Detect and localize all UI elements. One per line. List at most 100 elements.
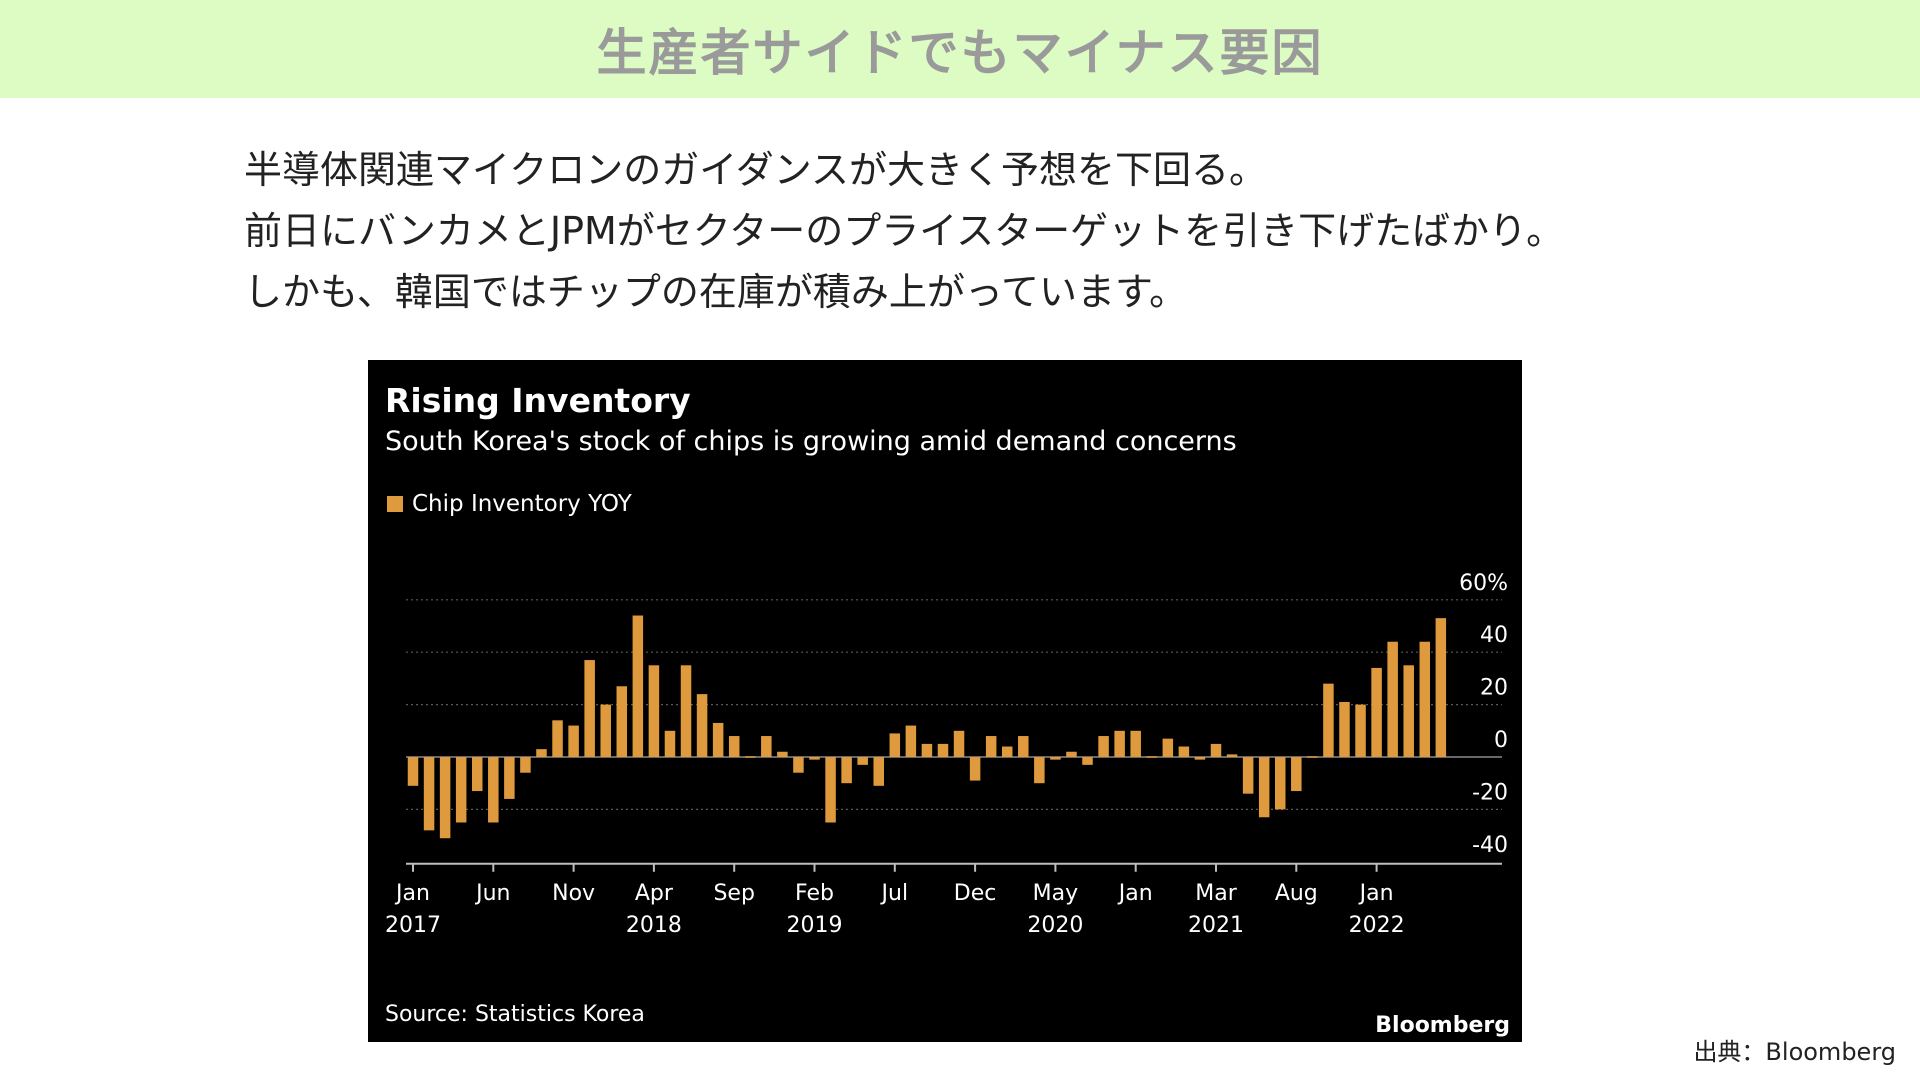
x-tick-year-label: 2019 [787, 913, 843, 938]
bar [1403, 665, 1414, 757]
bar [761, 736, 772, 757]
inventory-chart: Rising Inventory South Korea's stock of … [385, 381, 1510, 1038]
bar [921, 743, 933, 757]
bar [1034, 757, 1045, 784]
bar [664, 730, 676, 757]
bar [809, 757, 820, 760]
bar [969, 757, 981, 781]
x-tick-year-label: 2017 [385, 913, 441, 938]
bar [536, 749, 547, 757]
x-tick-year-label: 2020 [1027, 913, 1083, 938]
bar [439, 757, 451, 839]
y-tick-label: 40 [1480, 623, 1508, 648]
bar [777, 751, 788, 757]
legend-swatch [387, 496, 403, 512]
bar [905, 725, 917, 757]
body-text: 半導体関連マイクロンのガイダンスが大きく予想を下回る。 前日にバンカメとJPMが… [244, 140, 1744, 323]
bar [552, 720, 563, 757]
bar [1130, 730, 1141, 757]
bar [680, 665, 692, 757]
bar [728, 736, 740, 757]
axis-layer: 60% 40 20 0 -20 -40 Jan 2017 Jun Nov Apr 2018 Sep Feb… [385, 571, 1508, 938]
y-tick-label: 60% [1459, 571, 1508, 596]
x-tick-label: Nov [552, 881, 595, 906]
bar [407, 757, 419, 786]
bar [937, 743, 949, 757]
x-tick-label: Jan [1117, 881, 1153, 906]
slide-header: 生産者サイドでもマイナス要因 [0, 0, 1920, 98]
body-line-3: しかも、韓国ではチップの在庫が積み上がっています。 [244, 270, 1188, 314]
chart-subtitle: South Korea's stock of chips is growing … [385, 426, 1237, 457]
bar [1114, 730, 1125, 757]
bar [873, 757, 884, 786]
bar [953, 730, 965, 757]
source-credit: 出典：Bloomberg [1693, 1038, 1896, 1066]
x-tick-year-label: 2021 [1188, 913, 1244, 938]
chart-panel: Rising Inventory South Korea's stock of … [368, 360, 1522, 1042]
x-tick-label: Jan [1358, 881, 1394, 906]
bar [1018, 736, 1029, 757]
bloomberg-logo: Bloomberg [1375, 1013, 1510, 1038]
bar [504, 757, 515, 799]
bar [841, 757, 852, 784]
bar [471, 757, 483, 792]
bar [1355, 704, 1366, 757]
y-tick-label: 20 [1480, 676, 1508, 701]
y-tick-label: -40 [1472, 833, 1508, 858]
y-tick-label: -20 [1472, 780, 1508, 805]
x-tick-label: Aug [1275, 881, 1318, 906]
grid-layer [406, 599, 1502, 810]
x-tick-label: Jun [474, 881, 510, 906]
x-tick-label: Sep [713, 881, 754, 906]
bar [1146, 756, 1158, 758]
x-tick-label: Dec [954, 881, 997, 906]
bar [1066, 751, 1077, 757]
bar-layer [407, 615, 1447, 839]
bar [568, 725, 579, 757]
bar [455, 757, 467, 823]
bar [616, 686, 628, 757]
bar [696, 694, 708, 757]
body-line-1: 半導体関連マイクロンのガイダンスが大きく予想を下回る。 [244, 148, 1267, 192]
bar [632, 615, 644, 757]
bar [648, 665, 660, 757]
bar [1323, 683, 1334, 757]
chart-source: Source: Statistics Korea [385, 1002, 645, 1027]
bar [1098, 736, 1109, 757]
x-tick-label: May [1033, 881, 1078, 906]
bar [857, 757, 868, 765]
bar [1307, 756, 1318, 758]
bar [1419, 641, 1431, 757]
bar [584, 660, 595, 757]
x-tick-label: Mar [1195, 881, 1237, 906]
x-tick-label: Jul [880, 881, 909, 906]
bar [520, 757, 531, 773]
bar [1210, 743, 1222, 757]
bar [1194, 757, 1206, 760]
x-tick-label: Feb [795, 881, 834, 906]
bar [488, 757, 499, 823]
bar [1226, 754, 1238, 757]
bar [745, 756, 756, 758]
x-tick-year-label: 2018 [626, 913, 682, 938]
bar [985, 736, 997, 757]
bar [1435, 618, 1447, 757]
bar [1258, 757, 1270, 818]
y-tick-label: 0 [1494, 728, 1508, 753]
bar [1291, 757, 1302, 792]
x-tick-year-label: 2022 [1349, 913, 1405, 938]
legend-label: Chip Inventory YOY [412, 491, 633, 517]
x-tick-label: Apr [635, 881, 674, 906]
chart-title: Rising Inventory [385, 381, 691, 420]
bar [1001, 746, 1013, 757]
bar [1162, 738, 1174, 757]
bar [600, 704, 611, 757]
bar [1339, 701, 1350, 757]
bar [1387, 641, 1398, 757]
bar [1082, 757, 1093, 765]
bar [825, 757, 836, 823]
bar [793, 757, 804, 773]
bar [1371, 667, 1382, 757]
slide-title: 生産者サイドでもマイナス要因 [596, 24, 1324, 82]
bar [1274, 757, 1286, 810]
